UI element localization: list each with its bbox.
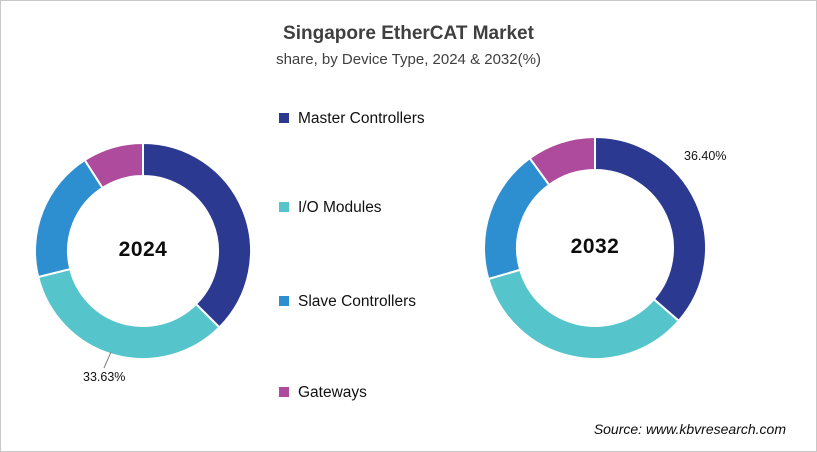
donut-2024-segment-i-o-modules	[36, 267, 221, 360]
data-label-2024-io-modules: 33.63%	[83, 370, 126, 384]
legend-swatch-gateways-icon	[279, 387, 289, 397]
donut-2024-segment-master-controllers	[142, 141, 253, 329]
legend-swatch-master-controllers-icon	[279, 113, 289, 123]
legend-swatch-slave-controllers-icon	[279, 296, 289, 306]
donut-2032-segment-master-controllers	[594, 135, 707, 323]
legend-label-master-controllers: Master Controllers	[298, 110, 425, 127]
legend-item-io-modules: I/O Modules	[279, 197, 382, 218]
donut-2032-segment-gateways	[528, 135, 596, 187]
donut-2032-segment-i-o-modules	[487, 268, 681, 360]
legend-label-io-modules: I/O Modules	[298, 199, 382, 216]
legend-swatch-io-modules-icon	[279, 202, 289, 212]
legend-label-gateways: Gateways	[298, 384, 367, 401]
donut-2024-segment-gateways	[83, 141, 144, 190]
legend-label-slave-controllers: Slave Controllers	[298, 293, 417, 310]
source-attribution: Source: www.kbvresearch.com	[593, 421, 786, 437]
donut-2032-segment-slave-controllers	[483, 156, 551, 281]
leader-line-2024-io-modules	[103, 351, 112, 369]
data-label-2032-master-controllers: 36.40%	[684, 149, 727, 163]
legend-item-gateways: Gateways	[279, 382, 367, 403]
legend-item-master-controllers: Master Controllers	[279, 108, 425, 129]
chart-subtitle: share, by Device Type, 2024 & 2032(%)	[276, 51, 541, 68]
legend-item-slave-controllers: Slave Controllers	[279, 291, 416, 312]
donut-2032-center-label: 2032	[570, 235, 620, 258]
donut-2024-center-label: 2024	[118, 238, 168, 261]
chart-title: Singapore EtherCAT Market	[283, 23, 534, 44]
